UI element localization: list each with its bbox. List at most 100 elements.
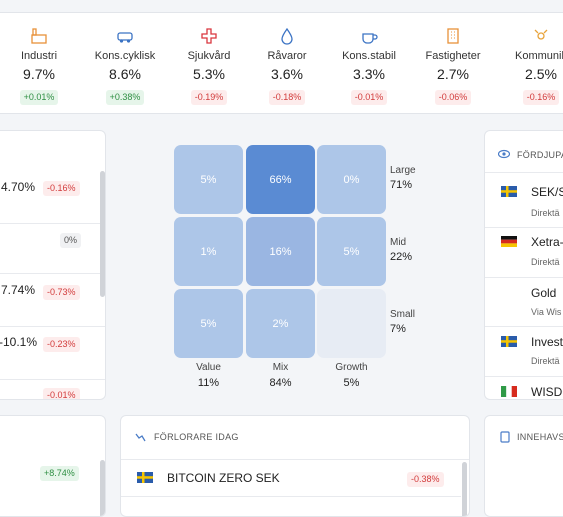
sector-icon (31, 28, 47, 44)
item-sub: Direktä (531, 257, 560, 267)
losers-card: FÖRLORARE IDAG BITCOIN ZERO SEK -0.38% (120, 415, 470, 517)
badge-wrap: -0.01% (327, 87, 411, 105)
style-cell: 5% (317, 217, 386, 286)
change-badge: -0.19% (190, 90, 228, 105)
sector-name: Kons.stabil (342, 50, 396, 62)
divider (485, 277, 563, 278)
trend-icon (135, 433, 146, 442)
badge-wrap: -0.19% (167, 87, 251, 105)
badge-wrap: +0.01% (0, 87, 81, 105)
row-value: 7% (390, 323, 406, 335)
scrollbar[interactable] (100, 460, 105, 516)
scrollbar[interactable] (100, 171, 105, 297)
divider (121, 459, 469, 460)
column-value: 5% (343, 377, 360, 389)
style-cell: 16% (246, 217, 315, 286)
style-cell: 1% (174, 217, 243, 286)
sector-name: Industri (20, 50, 58, 62)
item-sub: Via Wis (531, 307, 562, 317)
change-badge: +0.38% (105, 90, 145, 105)
column-label: Value (196, 362, 221, 373)
badge-wrap: -0.16% (499, 87, 563, 105)
value: 4.70% (1, 180, 36, 194)
sector-weight: 3.3% (353, 66, 385, 82)
doc-icon (500, 431, 510, 443)
holdings-card: INNEHAVS (484, 415, 563, 517)
style-cell: 5% (174, 145, 243, 214)
column-label: Growth (335, 362, 368, 373)
divider (0, 379, 105, 380)
row-value: 71% (390, 179, 413, 191)
flag-se (501, 186, 517, 197)
card-title: FÖRLORARE IDAG (154, 432, 239, 442)
sector-weight: 9.7% (23, 66, 55, 82)
change-badge: -0.06% (434, 90, 472, 105)
sector: Kommunik 2.5% -0.16% (499, 13, 563, 113)
item-name[interactable]: Gold (531, 286, 557, 300)
sector-icon (447, 28, 459, 44)
divider (121, 496, 461, 497)
sector: Råvaror 3.6% -0.18% (245, 13, 329, 113)
sector-icon (534, 29, 548, 40)
change-badge: 0% (60, 233, 82, 248)
scrollbar[interactable] (462, 462, 467, 516)
style-cell: 2% (246, 289, 315, 358)
change-badge: -0.01% (43, 388, 80, 399)
card-title: FÖRDJUPAT (517, 150, 563, 160)
item-name[interactable]: Invest (531, 335, 563, 349)
flag-it (501, 386, 517, 397)
row-label: Mid (390, 237, 407, 248)
item-name[interactable]: BITCOIN ZERO SEK (167, 471, 280, 485)
sector-weight: 5.3% (193, 66, 225, 82)
value: 7.74% (1, 283, 36, 297)
divider (485, 227, 563, 228)
deep-dive-card: FÖRDJUPAT SEK/SE Direktä Xetra- Direktä … (484, 130, 563, 400)
change-badge: -0.18% (268, 90, 306, 105)
change-badge: -0.16% (522, 90, 560, 105)
item-name[interactable]: SEK/SE (531, 185, 563, 199)
flag-se (501, 336, 517, 347)
sector-icon (362, 33, 378, 44)
divider (0, 223, 105, 224)
change-badge: -0.73% (43, 285, 80, 300)
style-box: 5% 66% 0% 1% 16% 5% 5% 2% Large 71% Mid 22% Small 7% V… (170, 140, 450, 395)
sector-icon (117, 32, 133, 43)
sector-icon (281, 27, 293, 45)
divider (0, 326, 105, 327)
item-name[interactable]: Xetra- (531, 235, 563, 249)
change-badge: +8.74% (40, 466, 79, 481)
row-value: 22% (390, 251, 413, 263)
flag-se (137, 472, 153, 483)
divider (485, 326, 563, 327)
eye-icon (498, 149, 510, 159)
change-badge: +0.01% (19, 90, 59, 105)
item-sub: Direktä (531, 208, 560, 218)
left-list-card: 4.70% -0.16% 0% 7.74% -0.73% -10.1% -0.2… (0, 130, 106, 400)
sector-card: Industri 9.7% +0.01% Kons.cyklisk 8.6% +0.38%… (0, 12, 563, 114)
sector: Fastigheter 2.7% -0.06% (411, 13, 495, 113)
divider (485, 376, 563, 377)
sector-name: Sjukvård (187, 50, 231, 62)
sector-name: Fastigheter (425, 50, 481, 62)
change-badge: -0.16% (43, 181, 80, 196)
change-badge: -0.38% (407, 472, 444, 487)
sector-weight: 8.6% (109, 66, 141, 82)
badge-wrap: +0.38% (83, 87, 167, 105)
sector: Kons.stabil 3.3% -0.01% (327, 13, 411, 113)
badge-wrap: -0.06% (411, 87, 495, 105)
sector-name: Kommunik (515, 50, 563, 62)
style-cell: 5% (174, 289, 243, 358)
sector: Industri 9.7% +0.01% (0, 13, 81, 113)
change-badge: -0.01% (350, 90, 388, 105)
sector-name: Kons.cyklisk (94, 50, 156, 62)
style-cell: 66% (246, 145, 315, 214)
flag-de (501, 236, 517, 247)
sector: Kons.cyklisk 8.6% +0.38% (83, 13, 167, 113)
item-name[interactable]: WISDO (531, 385, 563, 399)
value: -10.1% (0, 335, 38, 349)
sector-name: Råvaror (267, 50, 307, 62)
item-sub: Direktä (531, 356, 560, 366)
style-cell (317, 289, 386, 358)
style-cell: 0% (317, 145, 386, 214)
sector-weight: 3.6% (271, 66, 303, 82)
